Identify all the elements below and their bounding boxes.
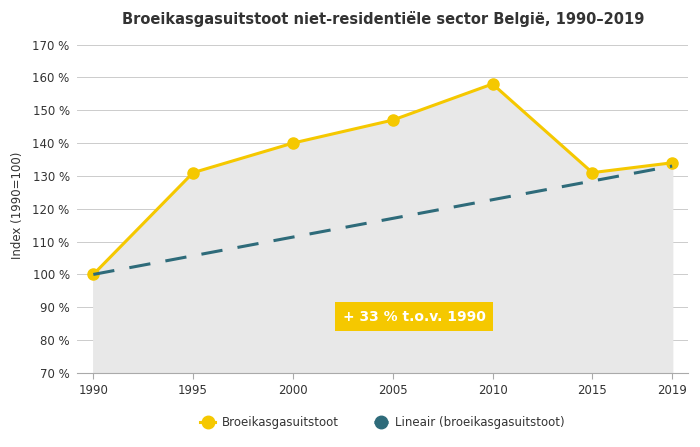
Legend: Broeikasgasuitstoot, Lineair (broeikasgasuitstoot): Broeikasgasuitstoot, Lineair (broeikasga… [196,412,570,434]
Title: Broeikasgasuitstoot niet-residentiële sector België, 1990–2019: Broeikasgasuitstoot niet-residentiële s… [122,11,644,27]
Text: + 33 % t.o.v. 1990: + 33 % t.o.v. 1990 [343,310,486,324]
Y-axis label: Index (1990=100): Index (1990=100) [11,152,24,259]
